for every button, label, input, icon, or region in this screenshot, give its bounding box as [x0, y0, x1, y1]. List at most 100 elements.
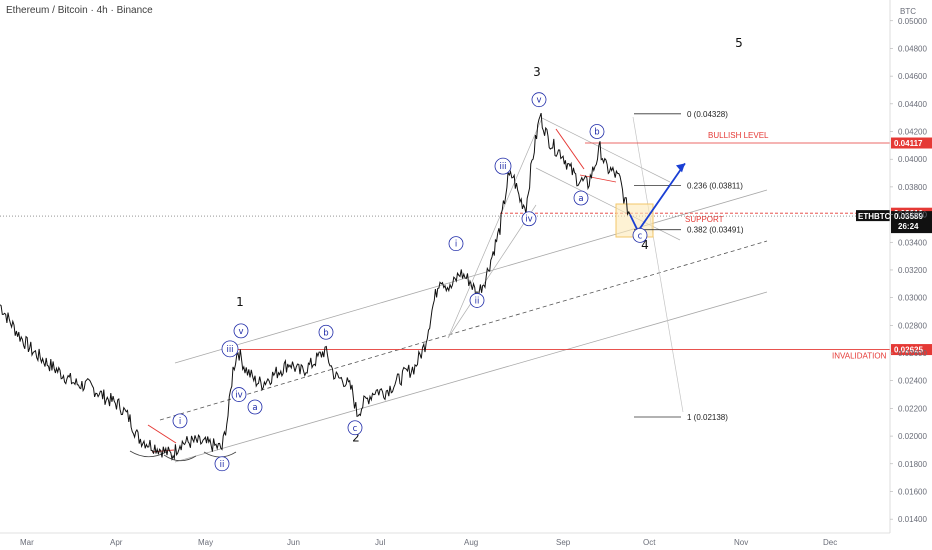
invalidation-label: INVALIDATION — [832, 352, 887, 361]
currency-label: BTC — [900, 7, 916, 16]
wave-circle — [231, 387, 247, 402]
wave-circle — [589, 124, 605, 139]
wave-sublabel: i — [179, 417, 181, 427]
price-layer — [0, 112, 631, 461]
wave-sublabel: i — [455, 240, 457, 250]
median-channel-line — [159, 240, 768, 421]
wave-circle — [318, 324, 334, 340]
symbol-label: ETHBTC — [858, 212, 891, 221]
wedge-line-lower — [447, 204, 537, 339]
lower-channel-line — [174, 291, 768, 463]
wave-sublabel: a — [578, 194, 583, 204]
wave-circle — [531, 92, 547, 108]
x-tick-label: Jun — [287, 538, 300, 547]
red-triangle-line — [147, 424, 177, 444]
x-tick-label: Mar — [20, 538, 34, 547]
wave-sublabel: b — [323, 328, 328, 338]
wave-circle — [632, 227, 648, 243]
fib-diagonal — [632, 116, 684, 413]
x-tick-label: May — [198, 538, 213, 547]
bullish-level-label: BULLISH LEVEL — [708, 131, 769, 140]
level-price-tag — [891, 137, 932, 149]
wave-sublabel: c — [353, 424, 358, 434]
current-price-tag — [891, 211, 932, 234]
wave-label: 2 — [352, 430, 360, 444]
wave-sublabel: b — [594, 128, 599, 138]
fib-level-label: 1 (0.02138) — [687, 413, 728, 422]
y-tick-label: 0.04200 — [898, 128, 927, 137]
x-tick-label: Aug — [464, 538, 478, 547]
wave4-lower-line — [535, 167, 681, 241]
x-tick-label: Jul — [375, 538, 385, 547]
y-tick-label: 0.01400 — [898, 515, 927, 524]
wave-sublabel: v — [238, 327, 243, 337]
wave-circle — [214, 456, 230, 472]
fib-layer: 0 (0.04328) 0.236 (0.03811) 0.382 (0.03491… — [634, 110, 744, 422]
levels-layer: BULLISH LEVEL 0.04117 INVALIDATION 0.02625 S… — [0, 131, 932, 361]
y-tick-label: 0.05000 — [898, 17, 927, 26]
wave-sublabel: c — [638, 231, 643, 241]
fib-level-label: 0 (0.04328) — [687, 110, 728, 119]
channel-layer — [129, 116, 768, 463]
wave-label: 5 — [735, 36, 743, 50]
x-tick-label: Sep — [556, 538, 571, 547]
wave-label: 3 — [533, 65, 541, 79]
y-tick-label: 0.03400 — [898, 238, 927, 247]
wave-circle — [469, 293, 485, 308]
wave-sublabel: ii — [475, 296, 480, 306]
level-price-tag — [891, 344, 932, 356]
wave-sublabel: iii — [499, 162, 506, 172]
wave-circle — [494, 157, 512, 175]
x-tick-label: Oct — [643, 538, 656, 547]
wave-circle — [172, 413, 188, 429]
fib-level-label: 0.382 (0.03491) — [687, 226, 744, 235]
wedge-line-upper — [447, 117, 543, 339]
x-tick-label: Dec — [823, 538, 837, 547]
wave-sublabel: iv — [525, 215, 532, 225]
wave-sublabel: iv — [235, 391, 242, 401]
wave4-upper-line — [541, 117, 671, 183]
wave-label: 4 — [641, 238, 649, 252]
x-tick-label: Apr — [110, 538, 123, 547]
y-tick-label: 0.02000 — [898, 432, 927, 441]
y-tick-label: 0.02800 — [898, 321, 927, 330]
wave-sublabel: a — [252, 403, 257, 413]
projection-arrowhead — [676, 163, 685, 173]
bottom-arc — [163, 454, 197, 462]
wave-circle — [247, 399, 263, 415]
wave-sublabel: iii — [226, 345, 233, 355]
wave-sublabel: v — [536, 96, 541, 106]
wave-circle — [221, 340, 239, 358]
y-tick-label: 0.04600 — [898, 72, 927, 81]
red-triangle-line — [555, 128, 585, 170]
level-tag-value: 0.03589 — [894, 212, 923, 221]
wave-circle — [233, 323, 249, 339]
bottom-arc — [129, 450, 167, 458]
bottom-arc — [203, 451, 237, 458]
level-tag-value: 0.04117 — [894, 139, 923, 148]
y-tick-label: 0.03000 — [898, 294, 927, 303]
y-tick-label: 0.02600 — [898, 349, 927, 358]
wave-circle — [347, 420, 363, 436]
upper-channel-line — [174, 189, 768, 364]
y-tick-label: 0.04400 — [898, 100, 927, 109]
wave-sublabel: ii — [220, 460, 225, 470]
price-series-line — [0, 112, 631, 461]
chart-title: Ethereum / Bitcoin · 4h · Binance — [6, 5, 153, 16]
y-tick-label: 0.04000 — [898, 155, 927, 164]
wave-circle — [448, 236, 464, 252]
fib-level-label: 0.236 (0.03811) — [687, 181, 743, 190]
wave-label: 1 — [236, 295, 244, 309]
y-tick-label: 0.03600 — [898, 211, 927, 220]
y-tick-label: 0.01800 — [898, 460, 927, 469]
symbol-tag — [856, 210, 890, 222]
y-tick-label: 0.03800 — [898, 183, 927, 192]
y-tick-label: 0.04800 — [898, 44, 927, 53]
y-tick-label: 0.02200 — [898, 404, 927, 413]
level-tag-value: 0.02625 — [894, 346, 923, 355]
wave-circle — [521, 211, 537, 227]
y-tick-label: 0.01600 — [898, 487, 927, 496]
